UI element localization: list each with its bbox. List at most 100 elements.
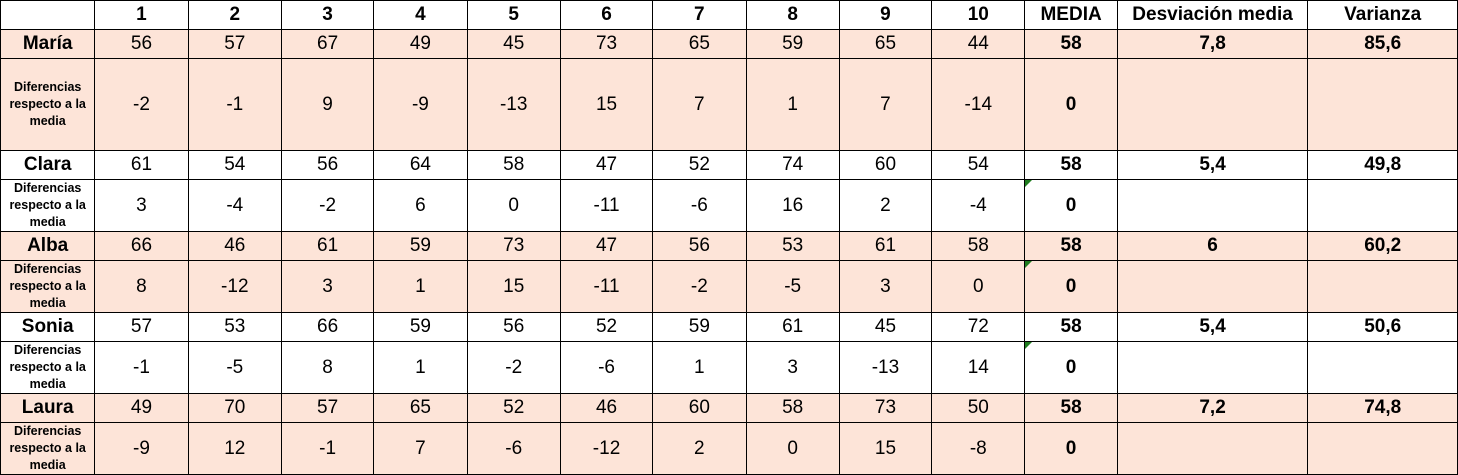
media-cell[interactable]: 58	[1024, 150, 1118, 180]
desviacion-media-cell[interactable]: 5,4	[1116, 312, 1309, 342]
value-cell[interactable]: 50	[931, 393, 1026, 423]
difference-cell[interactable]: 7	[838, 58, 933, 151]
empty-cell[interactable]	[1307, 58, 1458, 151]
value-cell[interactable]: 67	[280, 29, 375, 59]
difference-media-cell[interactable]: 0	[1024, 58, 1118, 151]
desviacion-media-cell[interactable]: 6	[1116, 231, 1309, 261]
value-cell[interactable]: 65	[838, 29, 933, 59]
value-cell[interactable]: 74	[745, 150, 840, 180]
difference-cell[interactable]: -2	[280, 179, 375, 232]
value-cell[interactable]: 61	[94, 150, 189, 180]
value-cell[interactable]: 52	[466, 393, 561, 423]
desviacion-media-cell[interactable]: 7,8	[1116, 29, 1309, 59]
difference-cell[interactable]: -12	[187, 260, 282, 313]
header-cell-9[interactable]: 9	[838, 0, 933, 30]
varianza-cell[interactable]: 50,6	[1307, 312, 1458, 342]
value-cell[interactable]: 53	[187, 312, 282, 342]
value-cell[interactable]: 72	[931, 312, 1026, 342]
difference-cell[interactable]: -1	[94, 341, 189, 394]
difference-cell[interactable]: 3	[838, 260, 933, 313]
difference-cell[interactable]: 3	[745, 341, 840, 394]
student-name-cell[interactable]: Clara	[0, 150, 96, 180]
header-cell-6[interactable]: 6	[559, 0, 654, 30]
empty-cell[interactable]	[1307, 179, 1458, 232]
header-cell-corner[interactable]	[0, 0, 96, 30]
value-cell[interactable]: 58	[466, 150, 561, 180]
value-cell[interactable]: 73	[559, 29, 654, 59]
header-cell-13[interactable]: Varianza	[1307, 0, 1458, 30]
header-cell-4[interactable]: 4	[373, 0, 468, 30]
difference-cell[interactable]: -2	[466, 341, 561, 394]
value-cell[interactable]: 59	[745, 29, 840, 59]
value-cell[interactable]: 46	[559, 393, 654, 423]
difference-label-cell[interactable]: Diferencias respecto a la media	[0, 341, 96, 394]
value-cell[interactable]: 66	[94, 231, 189, 261]
difference-cell[interactable]: 3	[280, 260, 375, 313]
difference-cell[interactable]: 8	[280, 341, 375, 394]
student-name-cell[interactable]: Alba	[0, 231, 96, 261]
value-cell[interactable]: 57	[94, 312, 189, 342]
media-cell[interactable]: 58	[1024, 312, 1118, 342]
value-cell[interactable]: 49	[373, 29, 468, 59]
header-cell-5[interactable]: 5	[466, 0, 561, 30]
value-cell[interactable]: 61	[838, 231, 933, 261]
difference-label-cell[interactable]: Diferencias respecto a la media	[0, 422, 96, 475]
difference-cell[interactable]: 0	[466, 179, 561, 232]
difference-cell[interactable]: 12	[187, 422, 282, 475]
value-cell[interactable]: 58	[745, 393, 840, 423]
value-cell[interactable]: 46	[187, 231, 282, 261]
value-cell[interactable]: 64	[373, 150, 468, 180]
varianza-cell[interactable]: 49,8	[1307, 150, 1458, 180]
value-cell[interactable]: 52	[652, 150, 747, 180]
difference-cell[interactable]: -1	[187, 58, 282, 151]
header-cell-12[interactable]: Desviación media	[1116, 0, 1309, 30]
value-cell[interactable]: 61	[280, 231, 375, 261]
value-cell[interactable]: 45	[466, 29, 561, 59]
difference-media-cell[interactable]: 0	[1024, 179, 1118, 232]
difference-cell[interactable]: 1	[373, 341, 468, 394]
difference-cell[interactable]: 3	[94, 179, 189, 232]
difference-cell[interactable]: 0	[931, 260, 1026, 313]
difference-cell[interactable]: -4	[187, 179, 282, 232]
empty-cell[interactable]	[1116, 179, 1309, 232]
difference-cell[interactable]: 14	[931, 341, 1026, 394]
value-cell[interactable]: 52	[559, 312, 654, 342]
difference-cell[interactable]: -2	[652, 260, 747, 313]
desviacion-media-cell[interactable]: 7,2	[1116, 393, 1309, 423]
difference-cell[interactable]: -14	[931, 58, 1026, 151]
empty-cell[interactable]	[1307, 422, 1458, 475]
difference-media-cell[interactable]: 0	[1024, 341, 1118, 394]
student-name-cell[interactable]: María	[0, 29, 96, 59]
difference-cell[interactable]: 1	[373, 260, 468, 313]
value-cell[interactable]: 57	[280, 393, 375, 423]
difference-cell[interactable]: 1	[745, 58, 840, 151]
student-name-cell[interactable]: Laura	[0, 393, 96, 423]
varianza-cell[interactable]: 74,8	[1307, 393, 1458, 423]
value-cell[interactable]: 47	[559, 150, 654, 180]
value-cell[interactable]: 54	[187, 150, 282, 180]
value-cell[interactable]: 56	[652, 231, 747, 261]
difference-cell[interactable]: -8	[931, 422, 1026, 475]
empty-cell[interactable]	[1116, 422, 1309, 475]
value-cell[interactable]: 47	[559, 231, 654, 261]
header-cell-7[interactable]: 7	[652, 0, 747, 30]
difference-cell[interactable]: 1	[652, 341, 747, 394]
value-cell[interactable]: 59	[373, 231, 468, 261]
difference-cell[interactable]: -6	[652, 179, 747, 232]
difference-media-cell[interactable]: 0	[1024, 260, 1118, 313]
difference-cell[interactable]: -11	[559, 260, 654, 313]
difference-cell[interactable]: 7	[652, 58, 747, 151]
empty-cell[interactable]	[1307, 260, 1458, 313]
value-cell[interactable]: 66	[280, 312, 375, 342]
difference-cell[interactable]: 9	[280, 58, 375, 151]
header-cell-10[interactable]: 10	[931, 0, 1026, 30]
header-cell-11[interactable]: MEDIA	[1024, 0, 1118, 30]
difference-cell[interactable]: 16	[745, 179, 840, 232]
value-cell[interactable]: 73	[838, 393, 933, 423]
value-cell[interactable]: 59	[652, 312, 747, 342]
difference-cell[interactable]: 15	[466, 260, 561, 313]
value-cell[interactable]: 57	[187, 29, 282, 59]
difference-cell[interactable]: -1	[280, 422, 375, 475]
difference-cell[interactable]: 15	[838, 422, 933, 475]
empty-cell[interactable]	[1116, 260, 1309, 313]
